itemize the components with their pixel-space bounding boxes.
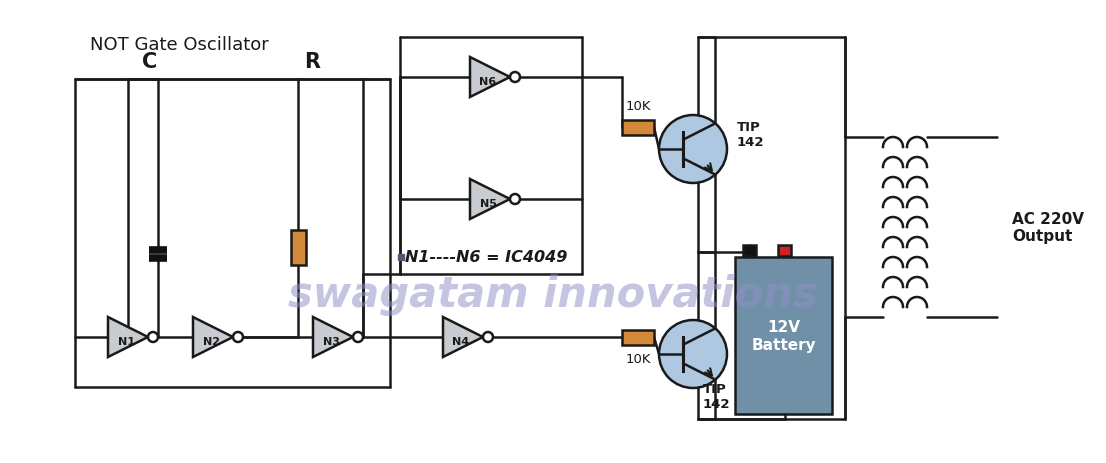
- Text: TIP
142: TIP 142: [737, 121, 764, 149]
- Text: NOT Gate Oscillator: NOT Gate Oscillator: [90, 36, 269, 54]
- Text: N1----N6 = IC4049: N1----N6 = IC4049: [405, 250, 567, 265]
- Text: 10K: 10K: [625, 99, 650, 112]
- Text: N4: N4: [452, 336, 470, 346]
- Circle shape: [148, 332, 158, 342]
- Polygon shape: [444, 317, 483, 357]
- Text: C: C: [143, 52, 158, 72]
- Polygon shape: [108, 317, 148, 357]
- Text: 10K: 10K: [625, 353, 650, 366]
- Circle shape: [483, 332, 493, 342]
- Circle shape: [659, 116, 727, 184]
- FancyBboxPatch shape: [622, 330, 654, 345]
- Circle shape: [659, 320, 727, 388]
- Text: R: R: [304, 52, 320, 72]
- Polygon shape: [470, 180, 510, 219]
- FancyBboxPatch shape: [735, 257, 832, 414]
- Polygon shape: [313, 317, 353, 357]
- Text: N1: N1: [117, 336, 135, 346]
- FancyBboxPatch shape: [743, 245, 757, 257]
- Text: swagatam innovations: swagatam innovations: [289, 274, 817, 315]
- Text: TIP
142: TIP 142: [703, 382, 730, 410]
- Circle shape: [510, 194, 520, 205]
- Polygon shape: [470, 58, 510, 98]
- Text: 12V
Battery: 12V Battery: [751, 319, 816, 352]
- Circle shape: [510, 73, 520, 83]
- FancyBboxPatch shape: [778, 245, 791, 257]
- Text: N5: N5: [480, 199, 497, 208]
- FancyBboxPatch shape: [291, 230, 305, 265]
- Text: AC 220V
Output: AC 220V Output: [1012, 211, 1084, 244]
- FancyBboxPatch shape: [622, 120, 654, 135]
- Polygon shape: [194, 317, 233, 357]
- Text: N3: N3: [323, 336, 340, 346]
- Text: N2: N2: [202, 336, 219, 346]
- Circle shape: [233, 332, 243, 342]
- Text: N6: N6: [479, 77, 497, 87]
- Circle shape: [353, 332, 363, 342]
